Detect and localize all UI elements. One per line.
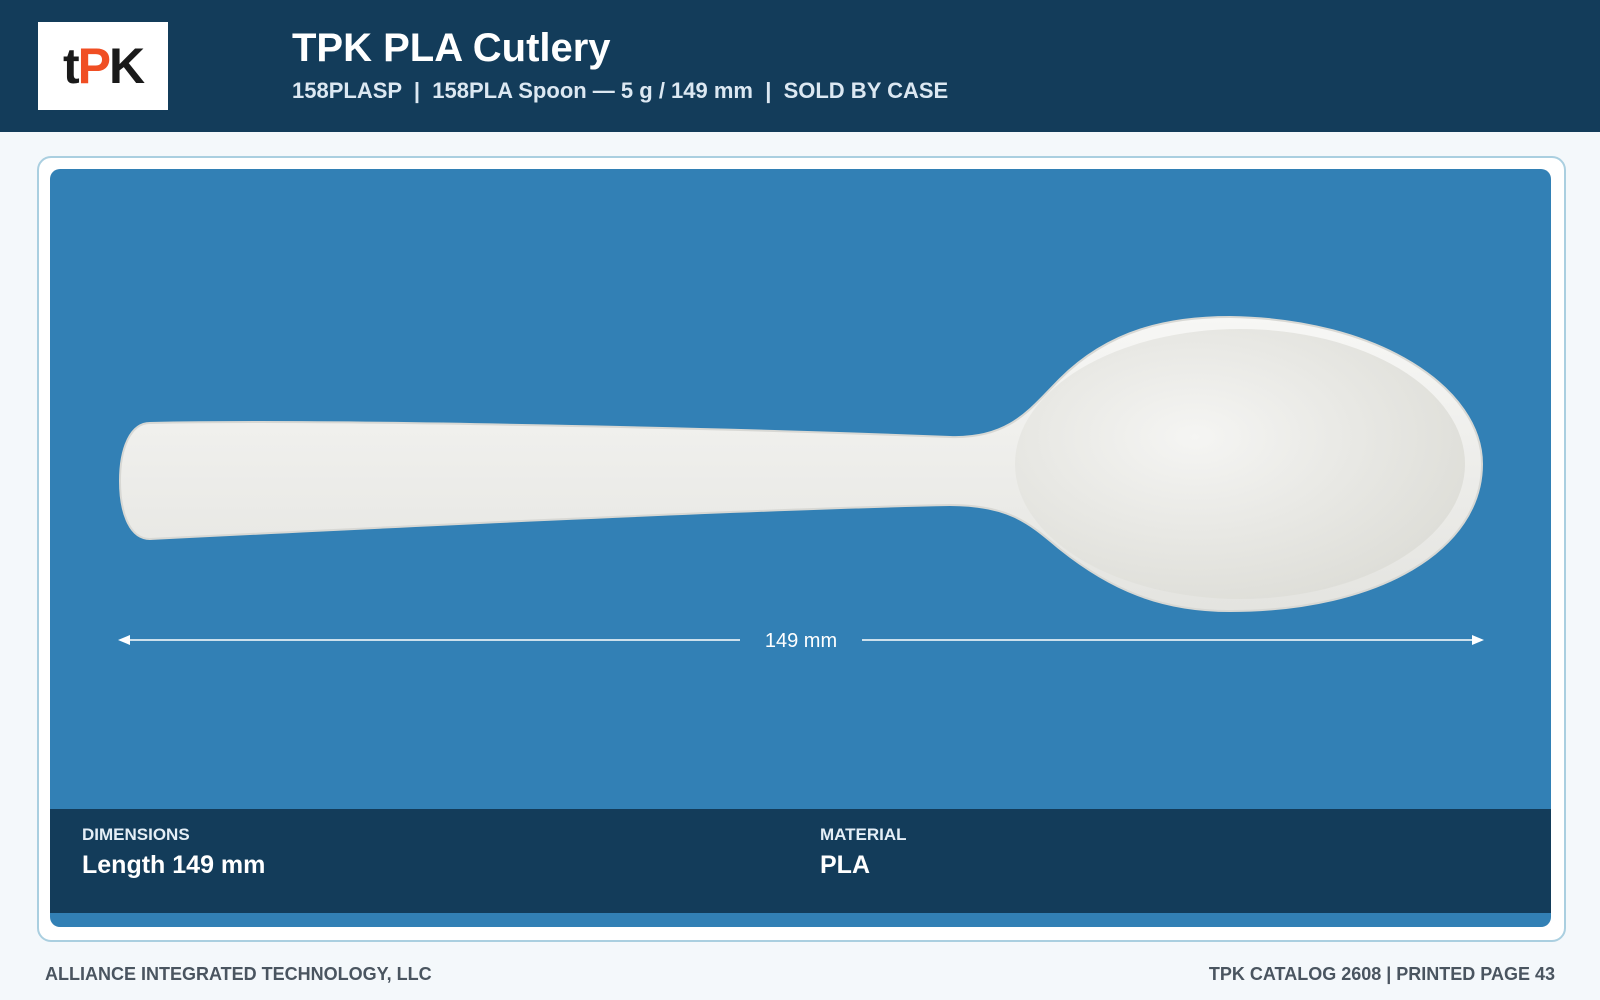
spec-value: PLA — [820, 851, 870, 879]
logo-t: t — [62, 38, 80, 94]
product-image: 149 mm — [118, 315, 1484, 652]
footer-right: TPK CATALOG 2608 | PRINTED PAGE 43 — [1208, 964, 1555, 984]
footer-left: ALLIANCE INTEGRATED TECHNOLOGY, LLC — [45, 964, 432, 984]
logo-k: K — [108, 38, 145, 94]
title: TPK PLA Cutlery — [292, 26, 611, 70]
spec: DIMENSIONS Length 149 mm — [82, 825, 265, 880]
spoon-bowl — [1015, 329, 1465, 599]
subtitle: 158PLASP | 158PLA Spoon — 5 g / 149 mm |… — [292, 78, 949, 103]
spec-label: DIMENSIONS — [82, 825, 190, 844]
spec-value: Length 149 mm — [82, 851, 266, 879]
product-panel: 149 mm DIMENSIONS Length 149 mm MATERIAL P… — [50, 169, 1551, 927]
spec-band: DIMENSIONS Length 149 mm MATERIAL PLA — [50, 809, 1551, 913]
dimension-label: 149 mm — [765, 630, 837, 652]
spec: MATERIAL PLA — [820, 825, 907, 880]
logo: tPK — [38, 22, 168, 110]
logo-p: P — [77, 38, 111, 94]
header: tPK TPK PLA Cutlery 158PLASP | 158PLA Sp… — [0, 0, 1600, 132]
spec-label: MATERIAL — [820, 825, 907, 844]
